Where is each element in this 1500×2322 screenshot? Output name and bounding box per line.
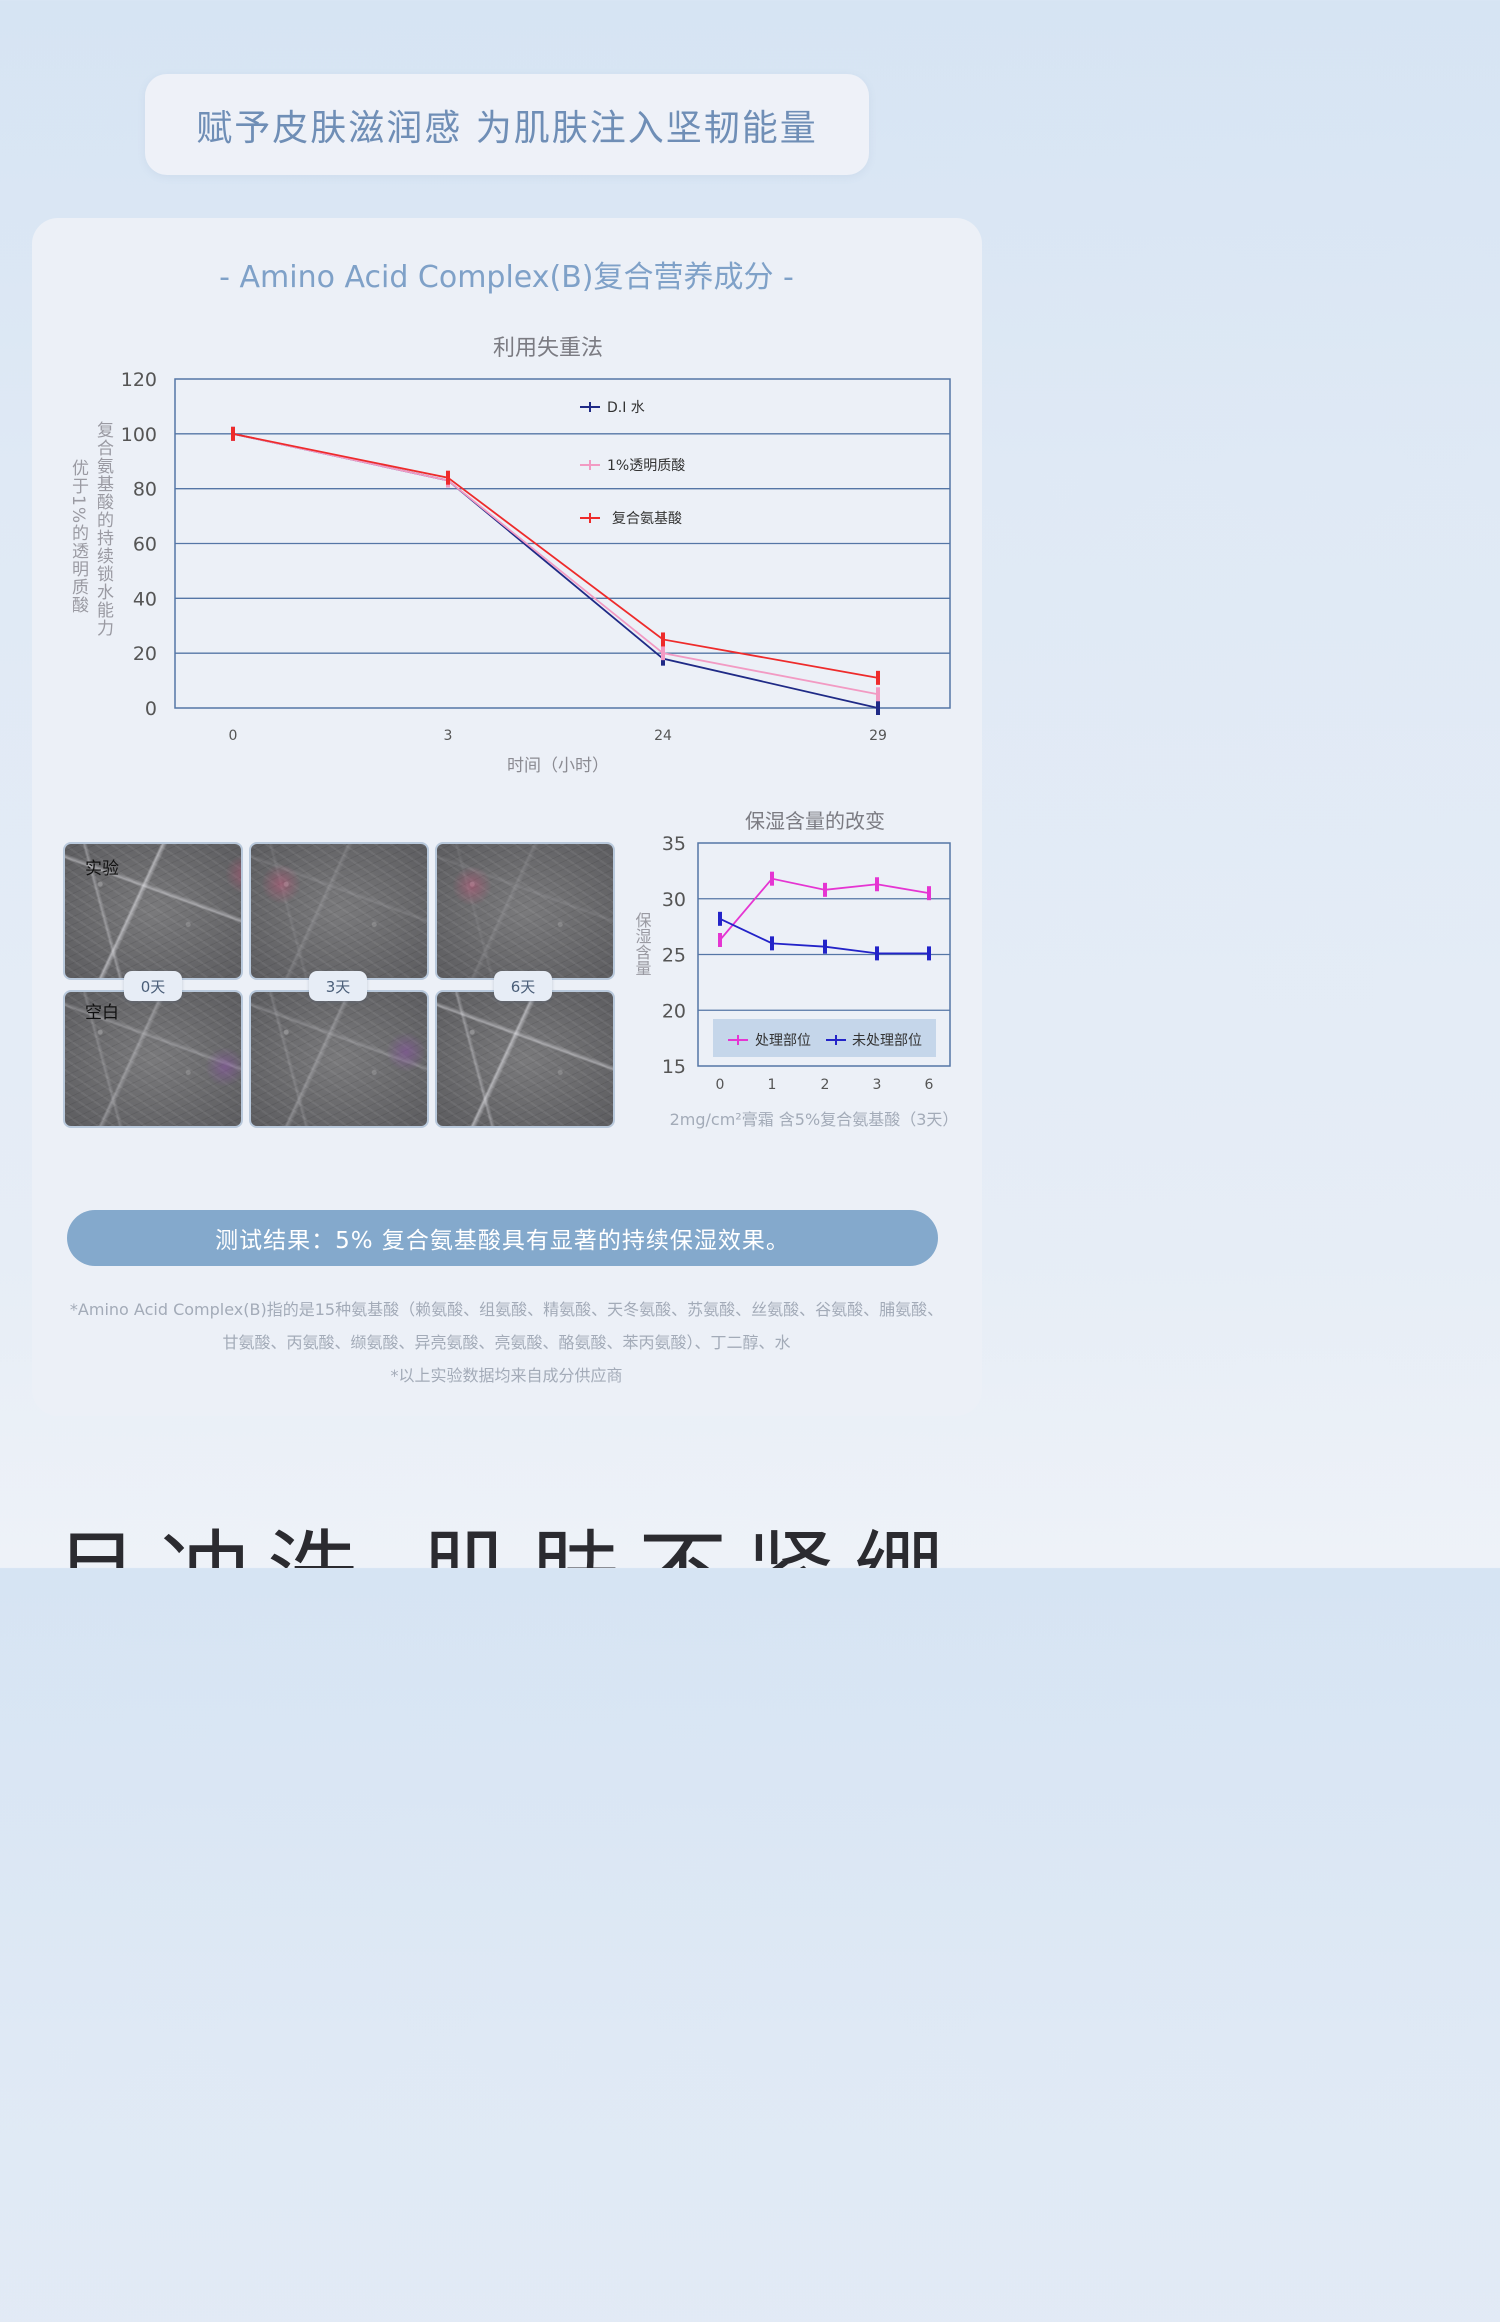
chart2-caption: 2mg/cm²膏霜 含5%复合氨基酸（3天） xyxy=(670,1110,959,1129)
chart1-xlabel: 时间（小时） xyxy=(507,756,609,776)
footnote-line-2: 甘氨酸、丙氨酸、缬氨酸、异亮氨酸、亮氨酸、酪氨酸、苯丙氨酸）、丁二醇、水 xyxy=(222,1333,791,1352)
chart1-ytick: 40 xyxy=(133,588,157,610)
chart1-legend-label: D.I 水 xyxy=(607,400,645,416)
day-tag-3: 3天 xyxy=(309,971,367,1001)
skin-photo-grid: 实验 空白 0天 3天 6天 xyxy=(63,842,615,1128)
day-tag-0: 0天 xyxy=(124,971,182,1001)
chart2-ytick: 15 xyxy=(662,1056,686,1078)
chart2-xtick: 6 xyxy=(925,1077,934,1093)
chart2-legend-label: 处理部位 xyxy=(755,1033,811,1049)
chart2-ytick: 30 xyxy=(662,889,686,911)
chart1-ytick: 120 xyxy=(121,369,157,391)
chart1-xtick: 0 xyxy=(229,728,238,744)
chart2-title: 保湿含量的改变 xyxy=(745,809,885,833)
chart1-ytick: 20 xyxy=(133,643,157,665)
headline-banner: 赋予皮肤滋润感 为肌肤注入坚韧能量 xyxy=(145,74,869,175)
footnote-line-3: *以上实验数据均来自成分供应商 xyxy=(390,1366,623,1385)
chart2-xtick: 1 xyxy=(768,1077,777,1093)
chart1-legend-label: 复合氨基酸 xyxy=(612,510,682,527)
chart2-ylabel: 保湿含量 xyxy=(633,912,652,976)
chart2-xtick: 3 xyxy=(873,1077,882,1093)
chart2-xtick: 2 xyxy=(821,1077,830,1093)
chart1-ytick: 60 xyxy=(133,534,157,556)
chart1-ylabel-line: 复合氨基酸的持续锁水能力 xyxy=(93,421,114,637)
photo-blank-day6 xyxy=(435,990,615,1128)
chart1-xtick: 24 xyxy=(654,728,672,744)
chart1-series-line xyxy=(232,432,879,696)
chart1-ytick: 0 xyxy=(145,698,157,720)
bottom-headline: 且冲洗 肌肤不紧绷 xyxy=(0,1500,1013,1568)
chart1-ytick: 80 xyxy=(133,479,157,501)
chart2-legend-label: 未处理部位 xyxy=(852,1033,922,1049)
photo-experiment-day3 xyxy=(249,842,429,980)
card-title: - Amino Acid Complex(B)复合营养成分 - xyxy=(219,260,794,295)
footnote-line-1: *Amino Acid Complex(B)指的是15种氨基酸（赖氨酸、组氨酸、… xyxy=(69,1300,944,1319)
chart2-ytick: 25 xyxy=(662,945,686,967)
chart2-ytick: 20 xyxy=(662,1000,686,1022)
headline-text: 赋予皮肤滋润感 为肌肤注入坚韧能量 xyxy=(196,107,818,149)
day-tag-6: 6天 xyxy=(494,971,552,1001)
chart1-series-line xyxy=(232,432,879,709)
photo-experiment-day0 xyxy=(63,842,243,980)
result-banner: 测试结果：5% 复合氨基酸具有显著的持续保湿效果。 xyxy=(67,1210,938,1266)
chart1-xtick: 29 xyxy=(869,728,887,744)
row-label-experiment: 实验 xyxy=(85,859,119,879)
chart1-ylabel-line: 优于1%的透明质酸 xyxy=(68,459,89,614)
chart1-legend-label: 1%透明质酸 xyxy=(607,458,685,474)
result-text: 测试结果：5% 复合氨基酸具有显著的持续保湿效果。 xyxy=(215,1228,790,1254)
chart2-xtick: 0 xyxy=(716,1077,725,1093)
chart1-title: 利用失重法 xyxy=(493,336,603,361)
chart2-ytick: 35 xyxy=(662,833,686,855)
row-label-blank: 空白 xyxy=(85,1003,119,1023)
chart1-xtick: 3 xyxy=(444,728,453,744)
chart1-ytick: 100 xyxy=(121,424,157,446)
photo-experiment-day6 xyxy=(435,842,615,980)
chart2-legend-box xyxy=(713,1019,936,1057)
chart1-series-line xyxy=(232,432,879,679)
photo-blank-day3 xyxy=(249,990,429,1128)
